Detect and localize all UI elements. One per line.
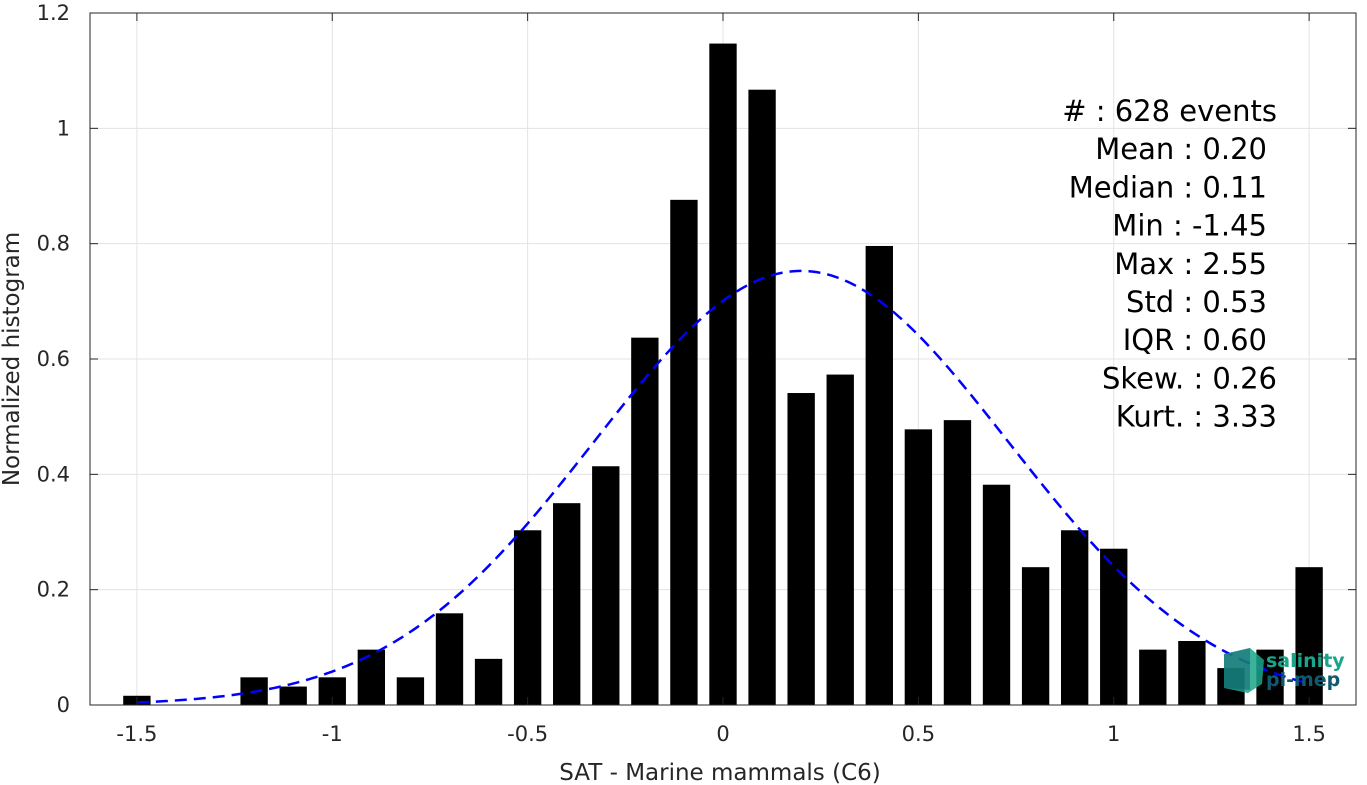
normal-fit-curve <box>136 269 1310 704</box>
stat-line: Median : 0.11 <box>1069 170 1267 204</box>
logo-cube-shade-icon <box>1224 648 1250 690</box>
stats-annotation: # : 628 events Mean : 0.20 Median : 0.11 Mi… <box>1062 94 1277 434</box>
stat-line: Mean : 0.20 <box>1095 132 1267 166</box>
x-axis-title: SAT - Marine mammals (C6) <box>559 760 881 785</box>
stat-line: Skew. : 0.26 <box>1102 361 1277 395</box>
bars <box>123 43 1323 706</box>
y-tick-label: 1 <box>57 116 70 140</box>
logo-text-pimep: pi-mep <box>1266 669 1340 691</box>
stat-line: Max : 2.55 <box>1114 247 1267 281</box>
histogram-bar <box>474 658 503 705</box>
logo-text-salinity: salinity <box>1266 650 1345 672</box>
stat-line: Kurt. : 3.33 <box>1116 400 1277 434</box>
x-tick-labels: -1.5 -1 -0.5 0 0.5 1 1.5 <box>116 722 1325 746</box>
y-tick-labels: 0 0.2 0.4 0.6 0.8 1 1.2 <box>37 1 70 717</box>
histogram-bar <box>1021 567 1050 705</box>
histogram-bar <box>553 503 581 705</box>
histogram-bar <box>943 420 972 705</box>
histogram-bar <box>865 245 893 705</box>
histogram-bar <box>1100 548 1128 705</box>
histogram-bar <box>670 199 698 705</box>
histogram-bar <box>396 677 425 705</box>
x-tick-label: 0 <box>716 722 729 746</box>
y-tick-label: 1.2 <box>37 1 70 25</box>
x-tick-label: -1 <box>322 722 343 746</box>
histogram-bar <box>631 337 659 705</box>
x-tick-label: 1 <box>1107 722 1120 746</box>
stat-line: Std : 0.53 <box>1126 285 1267 319</box>
histogram-bar <box>982 484 1011 705</box>
histogram-bar <box>592 466 620 705</box>
y-axis-title: Normalized histogram <box>0 232 25 486</box>
stat-line: # : 628 events <box>1062 94 1277 128</box>
histogram-bar <box>1060 530 1089 705</box>
histogram-bar <box>1139 649 1167 705</box>
histogram-bar <box>787 393 815 705</box>
stat-line: IQR : 0.60 <box>1123 323 1267 357</box>
histogram-bar <box>435 613 464 705</box>
x-tick-label: 0.5 <box>902 722 935 746</box>
y-tick-label: 0.6 <box>37 347 70 371</box>
axis-ticks <box>90 12 1356 706</box>
histogram-bar <box>1178 640 1206 705</box>
x-tick-label: -1.5 <box>116 722 157 746</box>
salinity-pimep-logo: salinity pi-mep <box>1224 648 1345 693</box>
histogram-bar <box>279 686 307 705</box>
y-tick-label: 0.2 <box>37 578 70 602</box>
histogram-bar <box>513 530 542 705</box>
histogram-bar <box>826 374 854 705</box>
x-tick-label: -0.5 <box>507 722 548 746</box>
x-tick-label: 1.5 <box>1292 722 1325 746</box>
y-tick-label: 0.8 <box>37 232 70 256</box>
histogram-bar <box>709 43 737 705</box>
y-tick-label: 0.4 <box>37 462 70 486</box>
histogram-bar <box>748 89 776 706</box>
stat-line: Min : -1.45 <box>1112 209 1267 243</box>
y-tick-label: 0 <box>57 693 70 717</box>
histogram-bar <box>904 429 933 705</box>
